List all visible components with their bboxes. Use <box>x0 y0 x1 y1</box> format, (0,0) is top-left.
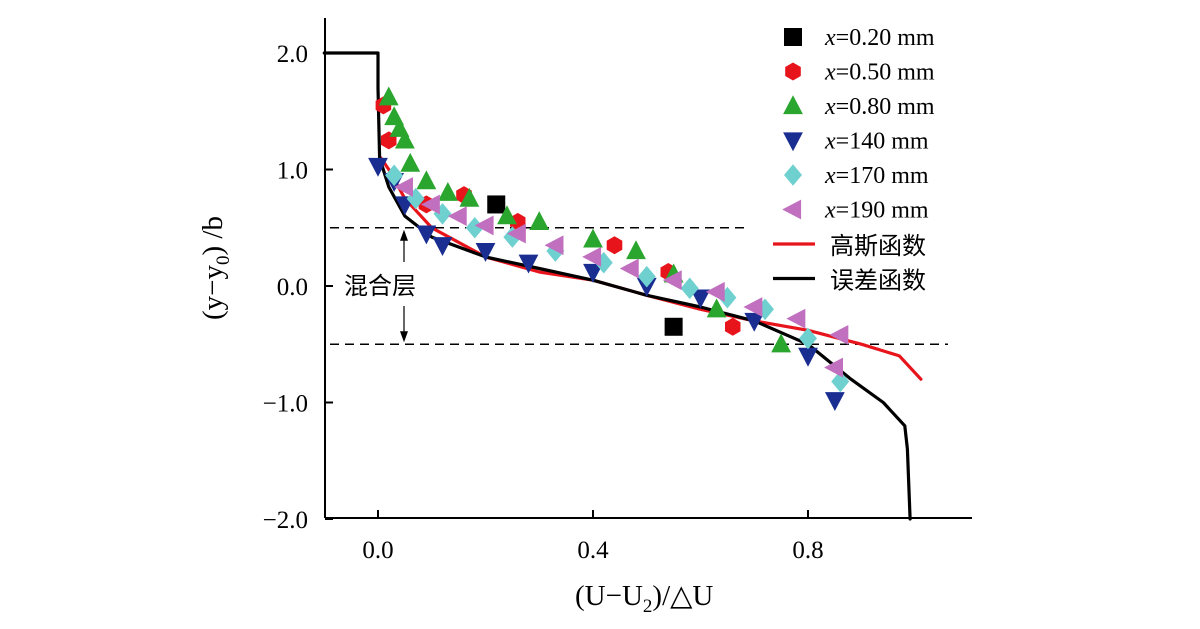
point-x-190-mm <box>743 297 763 317</box>
point-x-190-mm <box>394 177 413 197</box>
x-tick-label: 0.4 <box>577 537 609 564</box>
point-x-0-80-mm <box>626 240 646 260</box>
point-x-170-mm <box>503 226 522 248</box>
point-x-170-mm <box>594 251 613 274</box>
point-x-140-mm <box>518 254 539 274</box>
legend-marker-swatch <box>784 28 802 46</box>
x-tick-label: 0.0 <box>362 537 393 564</box>
point-x-190-mm <box>829 325 849 345</box>
point-x-0-50-mm <box>606 236 623 255</box>
arrow-down-icon <box>400 331 408 343</box>
point-x-170-mm <box>546 240 565 262</box>
legend-label: 误差函数 <box>830 267 926 295</box>
point-x-190-mm <box>474 215 494 236</box>
x-tick-label: 0.8 <box>792 537 823 564</box>
y-tick-label: 0.0 <box>277 274 308 301</box>
legend-marker-swatch <box>782 199 802 220</box>
point-x-190-mm <box>420 194 440 215</box>
point-x-0-80-mm <box>529 211 550 231</box>
point-x-190-mm <box>705 281 725 302</box>
point-x-190-mm <box>582 246 602 267</box>
point-x-0-80-mm <box>583 228 603 248</box>
arrow-up-icon <box>400 229 408 241</box>
x-axis-label: (U−U2)/△U <box>575 580 713 617</box>
legend-item-x-190-mm: x=190 mm <box>782 198 929 224</box>
point-x-140-mm <box>416 225 437 245</box>
point-x-190-mm <box>447 206 467 226</box>
point-x-190-mm <box>786 308 806 329</box>
point-x-170-mm <box>637 265 656 288</box>
y-tick-label: 2.0 <box>277 41 308 68</box>
legend-label: 高斯函数 <box>830 232 926 260</box>
point-x-0-80-mm <box>497 205 517 225</box>
point-x-190-mm <box>619 258 639 279</box>
legend-label: x=0.50 mm <box>824 60 935 86</box>
point-x-0-80-mm <box>416 170 437 190</box>
y-axis-label: (y−y0) /b <box>197 216 234 320</box>
legend-label: x=0.80 mm <box>824 94 935 120</box>
markers <box>368 86 850 411</box>
legend-item-x-140-mm: x=140 mm <box>783 129 929 155</box>
point-x-170-mm <box>680 277 699 300</box>
legend-item-x-0-80-mm: x=0.80 mm <box>783 94 935 120</box>
point-x-190-mm <box>824 357 843 378</box>
legend-item-x-170-mm: x=170 mm <box>784 163 929 189</box>
y-tick-label: 1.0 <box>277 158 308 185</box>
point-x-140-mm <box>824 392 845 411</box>
legend-marker-swatch <box>784 164 802 186</box>
point-x-0-80-mm <box>437 182 458 201</box>
point-x-170-mm <box>465 216 484 239</box>
mixing-layer-annotation: 混合层 <box>330 226 948 346</box>
point-x-140-mm <box>368 157 388 177</box>
legend-marker-swatch <box>783 95 803 115</box>
point-x-140-mm <box>432 237 453 257</box>
point-x-140-mm <box>475 242 496 262</box>
point-x-170-mm <box>831 370 850 393</box>
y-tick-label: −2.0 <box>263 507 308 534</box>
point-x-190-mm <box>662 270 682 291</box>
legend: x=0.20 mm x=0.50 mm x=0.80 mm x=140 mm x=170… <box>773 25 935 295</box>
legend-label: x=140 mm <box>824 129 929 155</box>
point-x-140-mm <box>583 263 603 283</box>
y-tick-label: −1.0 <box>263 391 308 418</box>
point-x-0-80-mm <box>706 298 727 318</box>
point-x-140-mm <box>744 312 765 332</box>
legend-marker-swatch <box>783 132 803 152</box>
point-x-0-50-mm <box>725 317 741 336</box>
point-x-190-mm <box>544 235 564 256</box>
point-x-0-80-mm <box>400 152 421 172</box>
y-ticks: 2.0 1.0 0.0 −1.0 −2.0 <box>263 41 333 534</box>
point-x-0-80-mm <box>771 333 792 353</box>
legend-item-erf: 误差函数 <box>773 267 926 295</box>
x-ticks: 0.0 0.4 0.8 <box>362 510 824 564</box>
point-x-140-mm <box>798 347 818 367</box>
legend-label: x=0.20 mm <box>824 25 935 51</box>
legend-label: x=190 mm <box>824 198 929 224</box>
legend-item-x-0-50-mm: x=0.50 mm <box>785 60 935 86</box>
legend-label: x=170 mm <box>824 163 929 189</box>
point-x-140-mm <box>690 289 711 309</box>
legend-marker-swatch <box>785 62 801 81</box>
mixing-layer-label: 混合层 <box>344 272 416 300</box>
point-x-0-20-mm <box>487 195 506 214</box>
point-x-0-80-mm <box>459 187 480 207</box>
point-x-170-mm <box>799 327 817 350</box>
legend-item-x-0-20-mm: x=0.20 mm <box>784 25 935 51</box>
point-x-190-mm <box>506 223 526 244</box>
point-x-170-mm <box>433 202 452 225</box>
point-x-0-80-mm <box>394 129 415 149</box>
point-x-0-80-mm <box>378 86 399 106</box>
legend-item-gaussian: 高斯函数 <box>773 232 926 260</box>
point-x-170-mm <box>385 164 404 187</box>
point-x-0-20-mm <box>664 317 683 336</box>
